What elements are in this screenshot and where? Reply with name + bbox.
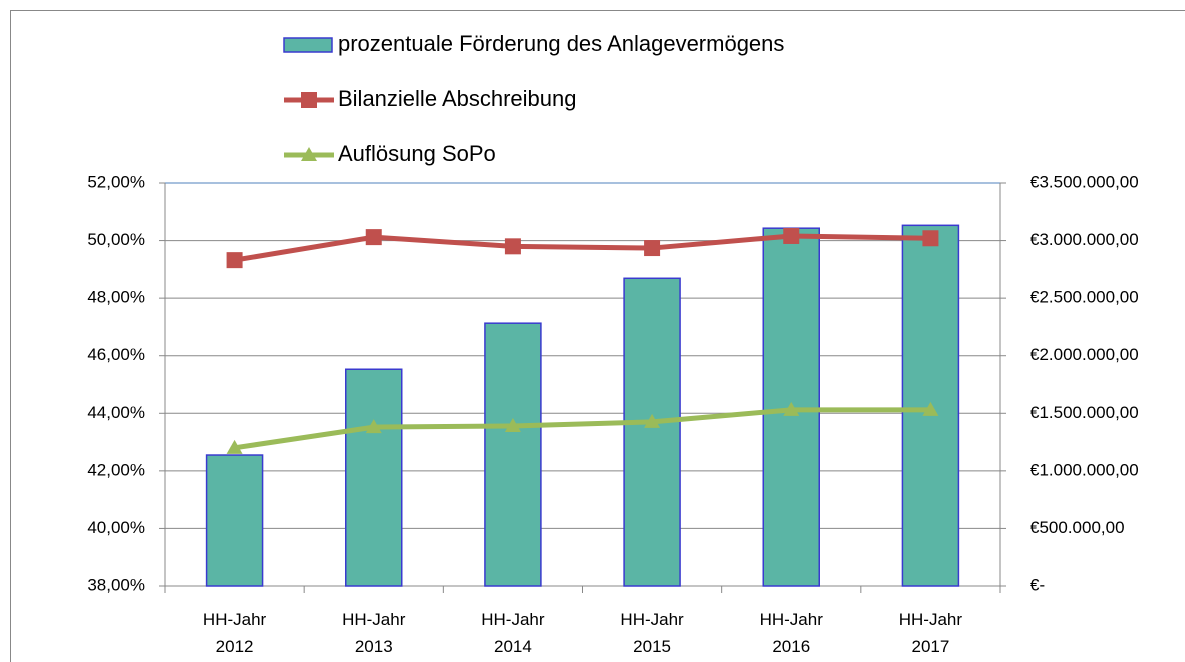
point	[922, 230, 939, 247]
point	[226, 252, 243, 269]
y2-tick-label: €3.500.000,00	[1030, 172, 1139, 191]
line	[234, 233, 931, 263]
y2-tick-label: €500.000,00	[1030, 518, 1125, 537]
line	[234, 407, 931, 451]
bar	[205, 454, 264, 587]
y2-tick-label: €2.000.000,00	[1030, 345, 1139, 364]
point	[783, 227, 800, 244]
point	[644, 413, 661, 428]
x-tick-label: HH-Jahr 2012	[202, 610, 267, 656]
y2-tick-label: €1.000.000,00	[1030, 460, 1139, 479]
y-tick-label: 48,00%	[87, 288, 145, 307]
legend-marker	[301, 147, 317, 161]
y-tick-label: 46,00%	[87, 345, 145, 364]
y2-tick-label: €1.500.000,00	[1030, 403, 1139, 422]
point	[783, 401, 800, 416]
x-tick-label: HH-Jahr 2013	[342, 610, 406, 656]
point	[504, 238, 521, 255]
frame	[10, 10, 1185, 662]
legend-label: Bilanzielle Abschreibung	[338, 86, 577, 111]
point	[504, 417, 521, 432]
bar	[623, 277, 681, 587]
y-tick-label: 42,00%	[87, 460, 145, 479]
point	[644, 240, 661, 257]
bar	[484, 322, 542, 587]
y-tick-label: 40,00%	[87, 518, 145, 537]
y-tick-label: 52,00%	[87, 172, 145, 191]
legend-swatch	[283, 37, 333, 53]
y-tick-label: 44,00%	[87, 403, 145, 422]
legend-label: Auflösung SoPo	[338, 141, 496, 166]
y2-tick-label: €3.000.000,00	[1030, 230, 1139, 249]
bar	[345, 368, 403, 587]
x-tick-label: HH-Jahr 2016	[759, 610, 823, 656]
legend-marker	[301, 92, 317, 108]
point	[226, 439, 243, 454]
x-tick-label: HH-Jahr 2014	[481, 610, 545, 656]
x-tick-label: HH-Jahr 2015	[620, 610, 684, 656]
y-tick-label: 50,00%	[87, 230, 145, 249]
point	[922, 401, 939, 416]
point	[365, 419, 382, 434]
y2-tick-label: €2.500.000,00	[1030, 288, 1139, 307]
y2-tick-label: €-	[1030, 575, 1045, 594]
legend-label: prozentuale Förderung des Anlagevermögen…	[338, 31, 784, 56]
x-tick-label: HH-Jahr 2017	[898, 610, 963, 656]
y-tick-label: 38,00%	[87, 575, 145, 594]
point	[365, 229, 382, 246]
